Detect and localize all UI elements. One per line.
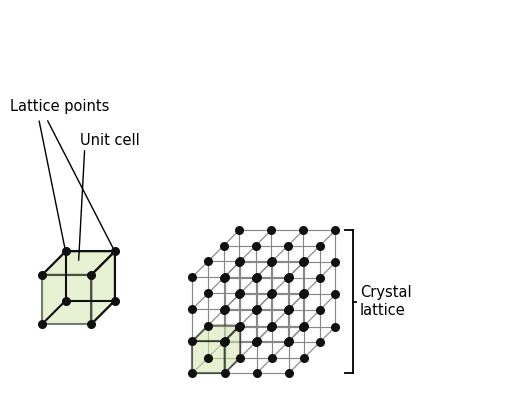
Polygon shape <box>225 326 240 373</box>
Text: Unit cell: Unit cell <box>80 133 139 148</box>
Polygon shape <box>42 252 115 275</box>
Polygon shape <box>192 326 240 341</box>
Polygon shape <box>192 341 225 373</box>
Text: Crystal
lattice: Crystal lattice <box>360 286 411 318</box>
Text: Lattice points: Lattice points <box>10 99 110 114</box>
Polygon shape <box>42 275 92 324</box>
Polygon shape <box>92 252 115 324</box>
